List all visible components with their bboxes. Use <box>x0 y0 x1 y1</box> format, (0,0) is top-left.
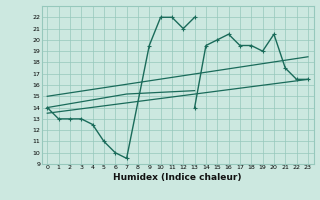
X-axis label: Humidex (Indice chaleur): Humidex (Indice chaleur) <box>113 173 242 182</box>
